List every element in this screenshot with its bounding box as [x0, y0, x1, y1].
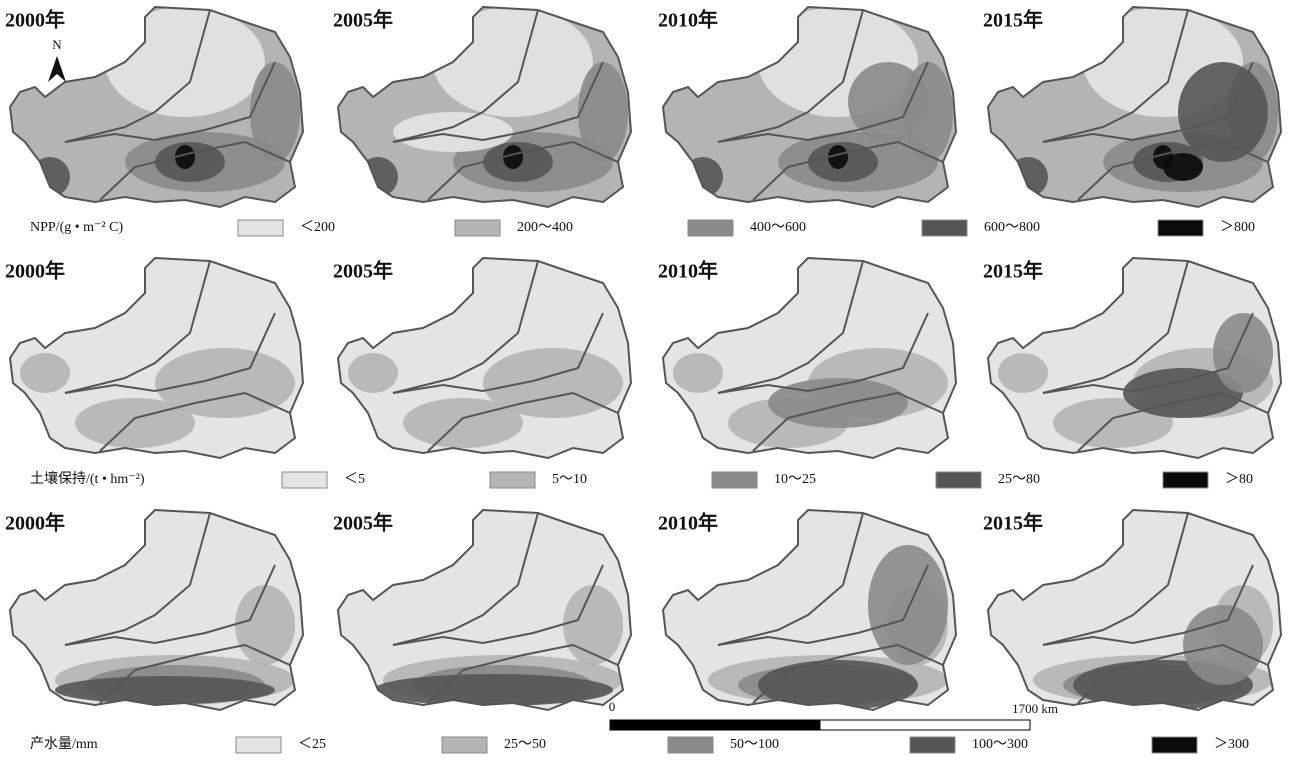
scale-start: 0 — [609, 699, 616, 714]
year-label: 2010年 — [658, 259, 718, 283]
north-arrow-shape — [48, 56, 66, 82]
map-fill — [988, 258, 1281, 458]
year-label: 2010年 — [658, 511, 718, 535]
legend-swatch — [1152, 737, 1197, 753]
map-fill — [10, 258, 303, 458]
map-patch — [1178, 62, 1268, 162]
map-fill — [663, 258, 956, 458]
map-patch — [1213, 313, 1273, 393]
map-fill — [663, 510, 956, 710]
legend-swatch — [442, 737, 487, 753]
legend-swatch — [936, 472, 981, 488]
legend-swatch — [712, 472, 757, 488]
map-panel: 2010年 — [658, 7, 956, 207]
map-fill — [338, 258, 631, 458]
map-patch — [433, 7, 593, 117]
map-fill — [663, 7, 956, 207]
map-patch — [358, 157, 398, 197]
map-panel: 2000年 — [5, 258, 303, 458]
legend-label: ＜25 — [298, 737, 326, 752]
map-panel: 2005年 — [333, 258, 631, 458]
legend-label: 5～10 — [552, 472, 587, 487]
map-patch — [20, 353, 70, 393]
figure: 2000年 2005年 2010年 2015年 2000年 2005年 2010年 2015年… — [0, 0, 1291, 761]
scale-white — [820, 720, 1030, 730]
map-panel: 2010年 — [658, 510, 956, 710]
map-fill — [338, 510, 631, 710]
map-panel: 2005年 — [333, 7, 631, 207]
year-label: 2005年 — [333, 259, 393, 283]
legend-swatch — [1158, 220, 1203, 236]
maps: 2000年 2005年 2010年 2015年 2000年 2005年 2010年 2015年… — [5, 7, 1281, 710]
map-patch — [55, 676, 275, 704]
year-label: 2015年 — [983, 259, 1043, 283]
year-label: 2010年 — [658, 8, 718, 32]
year-label: 2005年 — [333, 511, 393, 535]
map-panel: 2005年 — [333, 510, 631, 710]
legend-swatch — [922, 220, 967, 236]
legend-swatch — [238, 220, 283, 236]
legend-label: 200～400 — [517, 220, 573, 235]
legend-label: ＞80 — [1225, 472, 1253, 487]
map-panel: 2010年 — [658, 258, 956, 458]
legend-label: ＜5 — [344, 472, 365, 487]
map-panel: 2000年 — [5, 7, 303, 207]
year-label: 2000年 — [5, 511, 65, 535]
map-patch — [348, 353, 398, 393]
map-patch — [673, 353, 723, 393]
map-patch — [403, 398, 523, 448]
map-patch — [75, 398, 195, 448]
legend-label: 25～80 — [998, 472, 1040, 487]
map-patch — [683, 157, 723, 197]
legend-label: ＞800 — [1220, 220, 1255, 235]
map-patch — [30, 157, 70, 197]
year-label: 2015年 — [983, 511, 1043, 535]
map-panel: 2000年 — [5, 510, 303, 710]
map-patch — [868, 545, 948, 665]
year-label: 2015年 — [983, 8, 1043, 32]
map-patch — [1008, 157, 1048, 197]
map-fill — [988, 7, 1281, 207]
legend-title: 土壤保持/(t • hm⁻²) — [30, 470, 145, 487]
legend-swatch — [490, 472, 535, 488]
scale-end: 1700 km — [1012, 701, 1058, 716]
legend-label: 25～50 — [504, 737, 546, 752]
map-patch — [998, 353, 1048, 393]
legend-label: 400～600 — [750, 220, 806, 235]
legend-label: 10～25 — [774, 472, 816, 487]
legend-swatch — [668, 737, 713, 753]
map-panel: 2015年 — [983, 7, 1281, 207]
legend-label: 100～300 — [972, 737, 1028, 752]
legend-label: 600～800 — [984, 220, 1040, 235]
legend-swatch — [455, 220, 500, 236]
legend-swatch — [282, 472, 327, 488]
map-fill — [10, 510, 303, 710]
legend-swatch — [688, 220, 733, 236]
north-arrow: N — [48, 37, 66, 82]
legend-swatch — [910, 737, 955, 753]
map-panel: 2015年 — [983, 510, 1281, 710]
map-panel: 2015年 — [983, 258, 1281, 458]
map-fill — [338, 7, 631, 207]
legend-label: ＞300 — [1214, 737, 1249, 752]
map-patch — [1163, 153, 1203, 181]
legend-title: NPP/(g • m⁻² C) — [30, 220, 123, 235]
legend-swatch — [1163, 472, 1208, 488]
year-label: 2000年 — [5, 8, 65, 32]
legend-label: 50～100 — [730, 737, 779, 752]
map-patch — [393, 112, 513, 152]
legend-label: ＜200 — [300, 220, 335, 235]
year-label: 2000年 — [5, 259, 65, 283]
map-patch — [105, 7, 265, 117]
north-label: N — [52, 37, 62, 52]
map-fill — [988, 510, 1281, 710]
scale-black — [610, 720, 820, 730]
year-label: 2005年 — [333, 8, 393, 32]
legend-swatch — [236, 737, 281, 753]
legend-title: 产水量/mm — [30, 736, 98, 752]
